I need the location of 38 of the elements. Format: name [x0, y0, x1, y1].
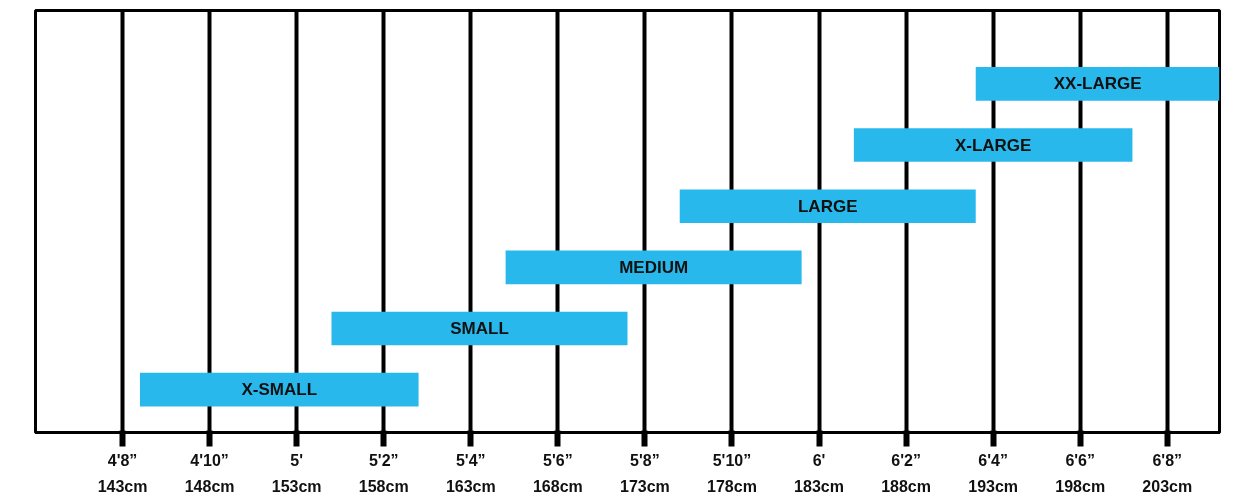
- x2-tick-label: 4'8”: [107, 451, 138, 469]
- x-tick-label: 188cm: [881, 477, 932, 495]
- x2-tick-label: 6': [812, 451, 826, 469]
- x2-tick-label: 5'6”: [543, 451, 573, 469]
- y-tick-label: XX-LARGE: [1053, 74, 1142, 94]
- y-tick-label: X-SMALL: [241, 380, 318, 400]
- x2-tick-label: 6'4”: [978, 451, 1008, 469]
- x2-tick-label: 5'2”: [368, 451, 399, 469]
- y-tick-label: SMALL: [450, 319, 509, 339]
- bar: [853, 128, 1133, 162]
- x2-tick-label: 5': [290, 451, 304, 469]
- y-tick-label: X-LARGE: [954, 135, 1032, 155]
- y-tick-label: LARGE: [797, 196, 858, 216]
- x-tick-label: 178cm: [707, 477, 757, 495]
- bar: [331, 311, 628, 346]
- y-tick-label: MEDIUM: [619, 257, 689, 277]
- x-tick-label: 183cm: [794, 477, 844, 495]
- x-tick-label: 143cm: [97, 477, 148, 495]
- x-tick-label: 193cm: [968, 477, 1019, 495]
- bar: [139, 372, 419, 407]
- x2-tick-label: 6'2”: [891, 451, 921, 469]
- bar: [505, 250, 802, 285]
- x-tick-label: 168cm: [532, 477, 583, 495]
- x2-tick-label: 4'10”: [190, 451, 229, 469]
- x-tick-label: 158cm: [358, 477, 409, 495]
- x-tick-label: 148cm: [184, 477, 235, 495]
- x2-tick-label: 5'4”: [455, 451, 486, 469]
- x-tick-label: 203cm: [1142, 477, 1193, 495]
- bar: [679, 189, 976, 224]
- x-tick-label: 173cm: [620, 477, 670, 495]
- x2-tick-label: 5'10”: [712, 451, 752, 469]
- x2-tick-label: 6'8”: [1152, 451, 1183, 469]
- x-tick-label: 198cm: [1055, 477, 1106, 495]
- x-tick-label: 153cm: [271, 477, 322, 495]
- bar: [975, 67, 1220, 101]
- x2-tick-label: 6'6”: [1065, 451, 1095, 469]
- x2-tick-label: 5'8”: [630, 451, 660, 469]
- x-tick-label: 163cm: [445, 477, 496, 495]
